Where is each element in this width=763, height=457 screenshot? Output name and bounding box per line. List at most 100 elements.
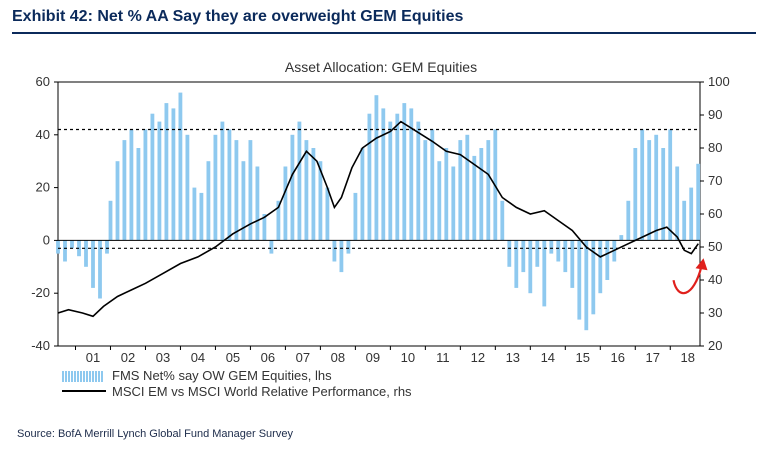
x-tick-label: 07 bbox=[296, 350, 310, 365]
left-tick-label: -20 bbox=[31, 285, 50, 300]
chart-title: Asset Allocation: GEM Equities bbox=[285, 59, 477, 75]
bar bbox=[63, 240, 67, 262]
right-tick-label: 100 bbox=[708, 74, 730, 89]
bar bbox=[598, 240, 603, 294]
bar bbox=[689, 187, 694, 241]
bar bbox=[570, 240, 575, 288]
x-tick-label: 15 bbox=[576, 350, 590, 365]
bar bbox=[346, 240, 351, 254]
bar bbox=[192, 187, 197, 241]
bar bbox=[542, 240, 547, 307]
bar bbox=[157, 121, 162, 241]
relative-performance-line bbox=[57, 120, 699, 318]
right-tick-label: 20 bbox=[708, 338, 722, 353]
x-tick-label: 12 bbox=[471, 350, 485, 365]
bar bbox=[234, 140, 239, 241]
left-tick-label: 0 bbox=[43, 232, 50, 247]
x-tick-label: 18 bbox=[681, 350, 695, 365]
bar bbox=[227, 129, 232, 241]
x-tick-label: 01 bbox=[86, 350, 100, 365]
source-note: Source: BofA Merrill Lynch Global Fund M… bbox=[17, 428, 293, 440]
legend-swatch-bars bbox=[74, 371, 76, 382]
x-tick-label: 02 bbox=[121, 350, 135, 365]
bar bbox=[647, 140, 652, 241]
bar bbox=[206, 161, 211, 241]
bar bbox=[549, 240, 554, 254]
legend-swatch-bars bbox=[86, 371, 88, 382]
bar bbox=[661, 148, 666, 241]
bar bbox=[122, 140, 127, 241]
bar bbox=[444, 148, 449, 241]
x-tick-label: 13 bbox=[506, 350, 520, 365]
legend-swatch-bars bbox=[68, 371, 70, 382]
legend-swatch-bars bbox=[98, 371, 100, 382]
bar bbox=[402, 103, 407, 241]
bar bbox=[521, 240, 526, 273]
x-tick-label: 14 bbox=[541, 350, 555, 365]
bar bbox=[381, 108, 386, 241]
bar bbox=[640, 129, 645, 241]
bar bbox=[696, 163, 701, 241]
annotation-arrow bbox=[672, 265, 703, 295]
bar bbox=[115, 161, 120, 241]
x-tick-label: 17 bbox=[646, 350, 660, 365]
bar bbox=[283, 166, 288, 241]
bar bbox=[339, 240, 344, 273]
bar bbox=[325, 187, 330, 241]
x-tick-label: 11 bbox=[436, 350, 450, 365]
bar bbox=[255, 166, 260, 241]
bar bbox=[591, 240, 596, 315]
bar bbox=[437, 161, 442, 241]
exhibit-title: Exhibit 42: Net % AA Say they are overwe… bbox=[12, 8, 464, 25]
bar bbox=[682, 200, 687, 241]
bar bbox=[297, 121, 302, 241]
right-tick-label: 40 bbox=[708, 272, 722, 287]
bar bbox=[563, 240, 568, 273]
left-tick-label: 60 bbox=[36, 74, 50, 89]
x-tick-label: 08 bbox=[331, 350, 345, 365]
bar bbox=[619, 235, 624, 241]
bar bbox=[556, 240, 561, 262]
left-tick-label: 20 bbox=[36, 180, 50, 195]
bar bbox=[353, 192, 358, 241]
bar bbox=[129, 129, 134, 241]
bar bbox=[262, 214, 267, 241]
bar bbox=[105, 240, 109, 254]
left-tick-label: 40 bbox=[36, 127, 50, 142]
bar bbox=[199, 192, 204, 241]
bar bbox=[479, 148, 484, 241]
bar bbox=[84, 240, 88, 267]
x-tick-label: 16 bbox=[611, 350, 625, 365]
bar bbox=[374, 95, 379, 241]
annotation-arrowhead bbox=[695, 258, 708, 271]
right-tick-label: 70 bbox=[708, 173, 722, 188]
bar bbox=[409, 108, 414, 241]
bar bbox=[416, 121, 421, 241]
legend-swatch-bars bbox=[101, 371, 103, 382]
bar bbox=[108, 200, 113, 241]
legend-swatch-bars bbox=[89, 371, 91, 382]
bar bbox=[304, 140, 309, 241]
bar bbox=[500, 200, 505, 241]
bar bbox=[675, 166, 680, 241]
bar bbox=[514, 240, 519, 288]
title-rule bbox=[12, 32, 756, 34]
bar bbox=[486, 140, 491, 241]
bar bbox=[164, 103, 169, 241]
bar bbox=[535, 240, 540, 267]
bar bbox=[451, 166, 456, 241]
bar bbox=[143, 129, 148, 241]
bar bbox=[528, 240, 533, 294]
x-tick-label: 10 bbox=[401, 350, 415, 365]
bar bbox=[56, 240, 60, 254]
bar bbox=[465, 134, 470, 241]
bar bbox=[98, 240, 102, 299]
legend-swatch-bars bbox=[95, 371, 97, 382]
bar bbox=[507, 240, 512, 267]
bar bbox=[91, 240, 95, 288]
bar bbox=[472, 155, 477, 241]
bar bbox=[290, 134, 295, 241]
bar bbox=[241, 161, 246, 241]
bar bbox=[388, 121, 393, 241]
bar bbox=[220, 121, 225, 241]
